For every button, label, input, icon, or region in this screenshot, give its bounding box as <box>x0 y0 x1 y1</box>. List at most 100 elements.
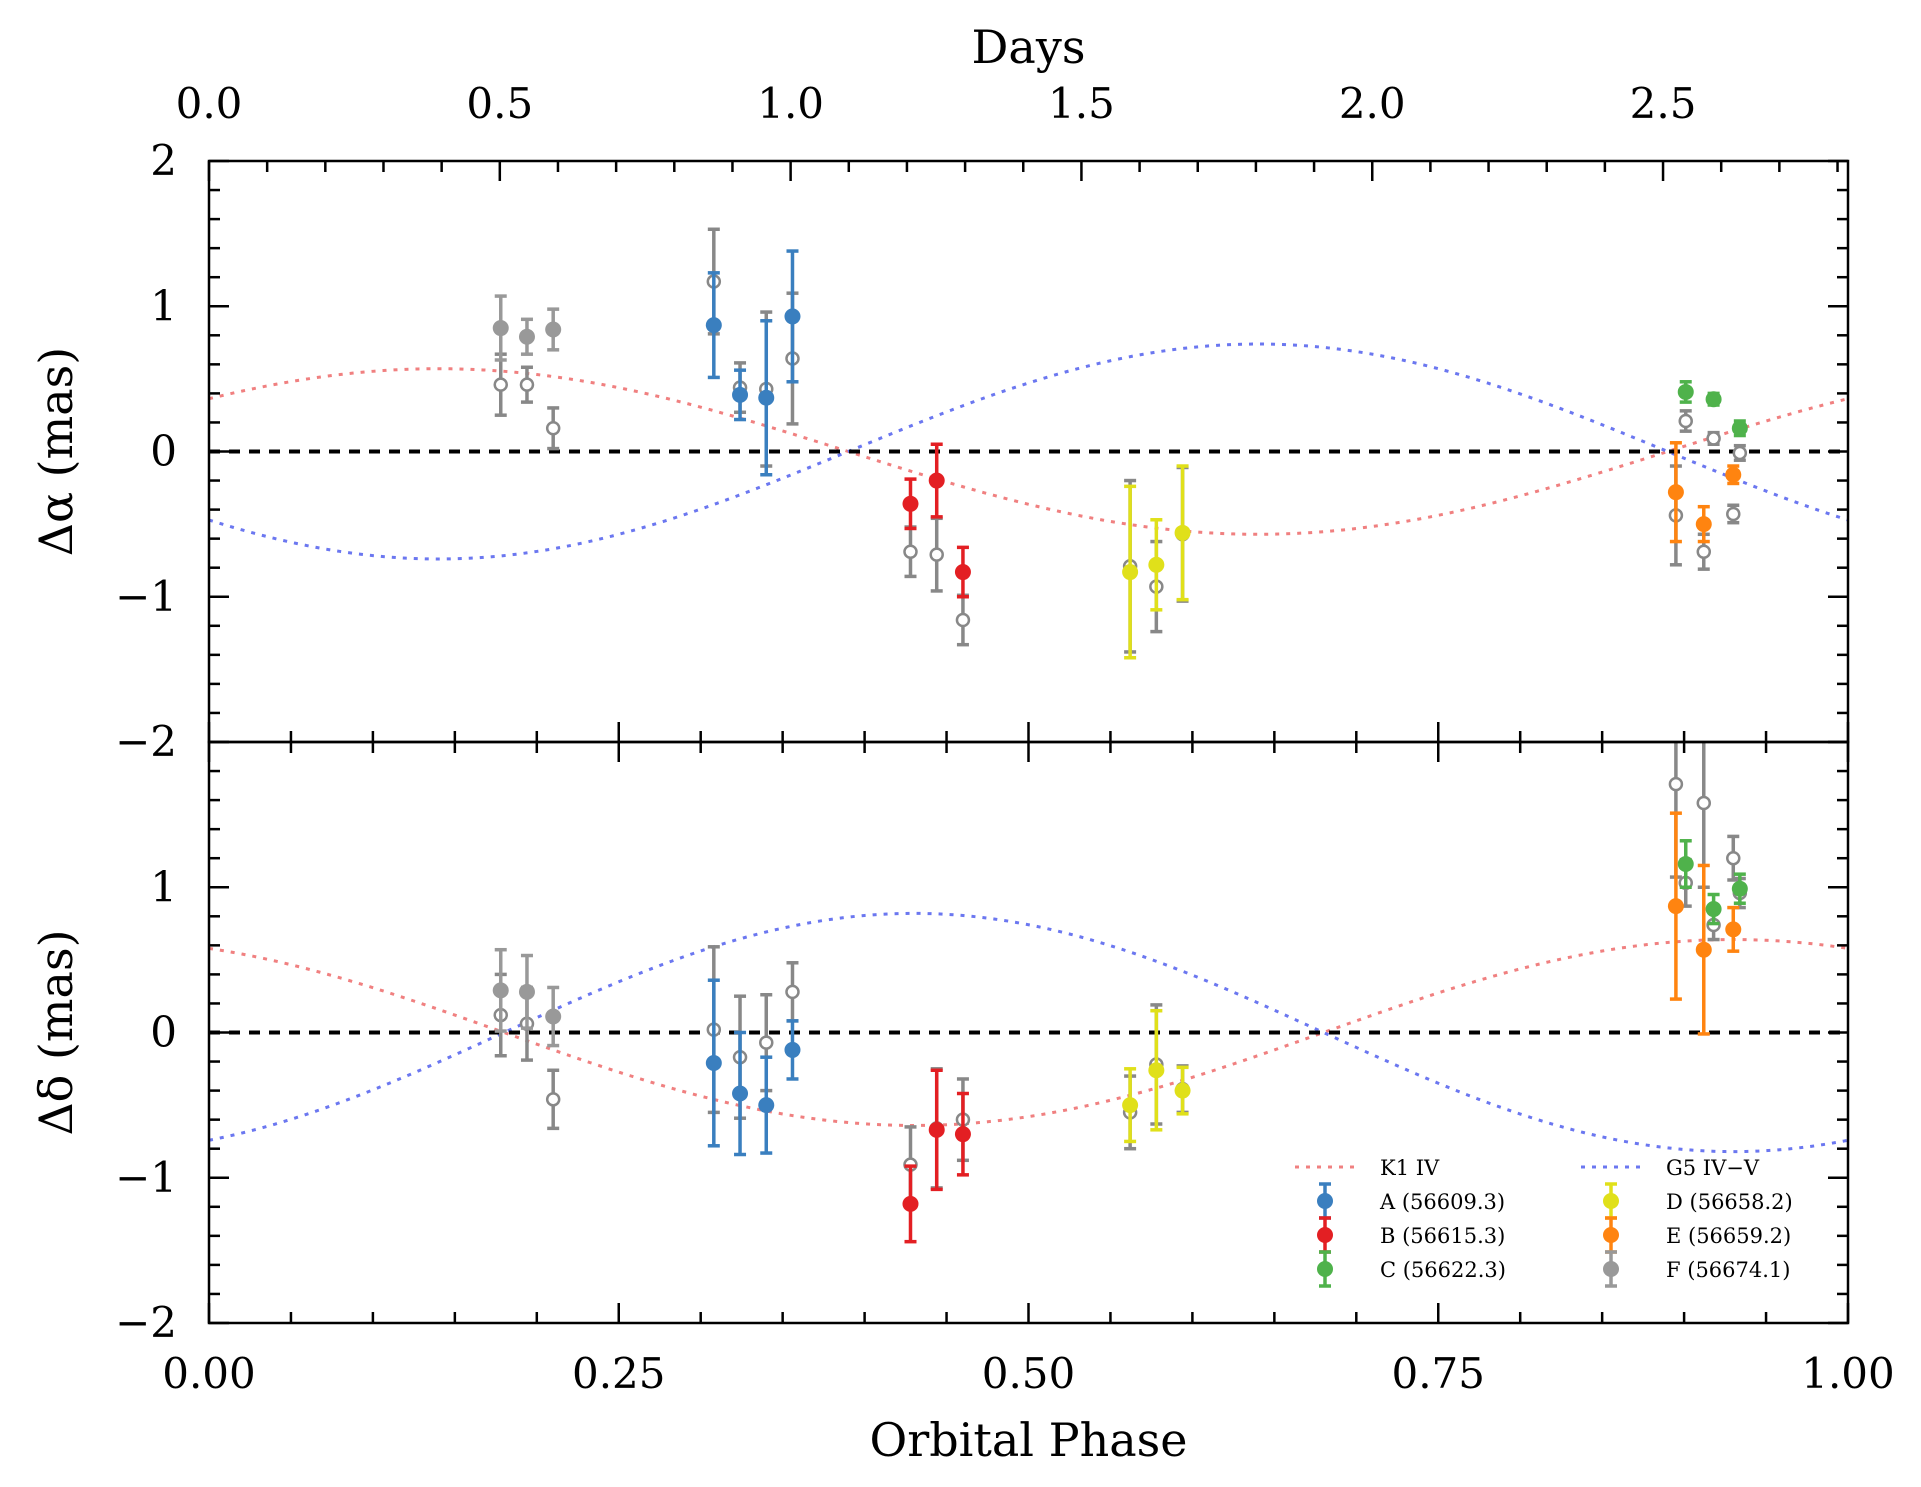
dec-open-point-13-marker <box>1668 776 1684 792</box>
dec-open-point-6 <box>785 961 800 1023</box>
dec-point-e-15-marker <box>1725 921 1742 938</box>
ra-point-c-8 <box>1705 391 1722 408</box>
ra-point-e-15 <box>1725 464 1742 486</box>
dec-ytick-label: 1 <box>150 862 177 911</box>
ra-point-c-9 <box>1731 419 1748 438</box>
legend-label: C (56622.3) <box>1380 1258 1506 1282</box>
ra-point-b-5 <box>928 442 945 519</box>
dec-y-axis-title: Δδ (mas) <box>29 929 83 1135</box>
ra-open-point-18 <box>1732 443 1748 462</box>
legend-item: G5 IV−V <box>1581 1156 1760 1180</box>
dec-point-e-13-marker <box>1667 898 1684 915</box>
top-days-tick-label: 0.0 <box>176 79 243 128</box>
top-days-tick-label: 2.0 <box>1339 79 1406 128</box>
x-axis-title: Orbital Phase <box>870 1413 1188 1467</box>
axis-text: −2 −1 0 1 2 Δα (mas) −2 −1 0 1 Δδ (mas) 0.0 0.5 1.0 1.… <box>29 20 1895 1467</box>
dec-point-a-0 <box>705 978 722 1148</box>
ra-open-point-17 <box>1726 503 1741 525</box>
top-axis-title: Days <box>972 20 1086 74</box>
ra-point-f-17-marker <box>518 328 535 345</box>
legend-label: K1 IV <box>1380 1156 1440 1180</box>
top-days-tick-label: 1.0 <box>757 79 824 128</box>
dec-ytick-label: 0 <box>150 1008 177 1057</box>
dec-open-point-17 <box>1726 834 1741 882</box>
ra-open-point-14-marker <box>1678 413 1693 429</box>
top-days-tick-label: 1.5 <box>1048 79 1115 128</box>
ra-point-f-16-marker <box>492 320 509 337</box>
dec-point-d-11-marker <box>1148 1062 1165 1079</box>
dec-open-point-6-marker <box>785 984 800 1000</box>
ra-point-b-6 <box>954 545 971 599</box>
legend-label: B (56615.3) <box>1380 1224 1505 1248</box>
phase-tick-label: 1.00 <box>1801 1349 1895 1398</box>
dec-point-a-2-marker <box>758 1097 775 1114</box>
ra-point-f-16 <box>492 294 509 362</box>
ra-point-f-17 <box>518 317 535 356</box>
ra-point-a-1-marker <box>732 386 749 403</box>
dec-point-e-14-marker <box>1695 941 1712 958</box>
ra-point-a-0-marker <box>705 317 722 334</box>
ra-open-point-8-marker <box>929 547 944 562</box>
ra-point-e-13-marker <box>1667 484 1684 501</box>
legend-marker <box>1317 1261 1333 1277</box>
ra-open-point-9-marker <box>955 612 971 628</box>
ra-open-point-17-marker <box>1726 506 1741 522</box>
ra-y-axis-title: Δα (mas) <box>29 347 83 556</box>
ra-open-point-9 <box>955 593 971 647</box>
ra-point-d-12-marker <box>1174 524 1191 541</box>
ra-point-c-9-marker <box>1731 420 1748 437</box>
ra-point-d-10-marker <box>1122 564 1139 581</box>
ra-ytick-label: 2 <box>150 136 177 185</box>
ra-point-d-10 <box>1122 484 1139 660</box>
dec-ytick-label: −2 <box>115 1298 177 1347</box>
ra-point-f-18-marker <box>545 321 562 338</box>
ra-point-e-15-marker <box>1725 466 1742 483</box>
dec-point-e-14 <box>1695 863 1712 1036</box>
legend-marker <box>1603 1261 1619 1277</box>
ra-point-b-4-marker <box>902 495 919 512</box>
legend-label: F (56674.1) <box>1666 1258 1790 1282</box>
ra-point-c-8-marker <box>1705 391 1722 408</box>
legend: K1 IV A (56609.3) B (56615.3) C (56622.3) G5… <box>1295 1156 1793 1288</box>
dec-open-point-15 <box>1696 742 1712 889</box>
dec-point-a-2 <box>758 1055 775 1155</box>
dec-point-f-16 <box>492 947 509 1033</box>
top-days-tick-label: 0.5 <box>466 79 533 128</box>
ra-point-b-5-marker <box>928 472 945 489</box>
dec-point-c-9-marker <box>1731 880 1748 897</box>
legend-label: D (56658.2) <box>1666 1190 1793 1214</box>
dec-point-c-8 <box>1705 892 1722 926</box>
ra-point-a-0 <box>705 271 722 380</box>
phase-tick-label: 0.50 <box>982 1349 1076 1398</box>
top-days-ticks <box>207 161 1839 181</box>
ra-point-f-18 <box>545 307 562 352</box>
dec-point-f-18-marker <box>545 1008 562 1025</box>
model-curves <box>209 342 1848 1154</box>
legend-marker <box>1317 1193 1333 1209</box>
dec-models <box>209 911 1848 1154</box>
dec-ytick-label: −1 <box>115 1153 177 1202</box>
ra-point-a-1 <box>732 368 749 422</box>
ra-point-a-3 <box>784 249 801 384</box>
ra-ytick-label: 0 <box>150 427 177 476</box>
ra-x-ticks <box>207 722 1850 742</box>
ra-ytick-label: −1 <box>115 572 177 621</box>
dec-point-c-9 <box>1731 872 1748 905</box>
dec-point-d-10-marker <box>1122 1097 1139 1114</box>
ra-open-point-14 <box>1678 409 1693 433</box>
ra-open-point-16 <box>1706 430 1721 446</box>
legend-item: D (56658.2) <box>1603 1182 1793 1220</box>
ra-open-point-1 <box>519 365 535 404</box>
top-days-tick-label: 2.5 <box>1630 79 1697 128</box>
ra-point-e-13 <box>1667 441 1684 544</box>
ra-model-g5-iv-v <box>209 342 1848 561</box>
dec-point-f-18 <box>545 985 562 1048</box>
filled-data-points <box>492 249 1748 1244</box>
legend-marker <box>1317 1227 1333 1243</box>
ra-open-point-7-marker <box>903 544 918 559</box>
legend-item: F (56674.1) <box>1603 1250 1790 1288</box>
ra-open-point-7 <box>903 525 918 579</box>
ra-point-a-2-marker <box>758 389 775 406</box>
legend-marker <box>1603 1227 1619 1243</box>
phase-tick-label: 0.75 <box>1391 1349 1485 1398</box>
